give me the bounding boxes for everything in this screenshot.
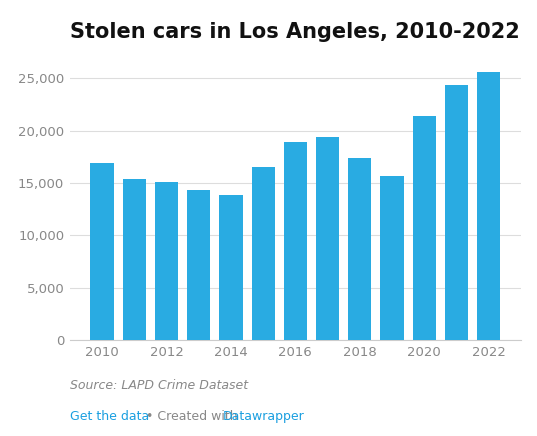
Text: Get the data: Get the data bbox=[70, 410, 149, 423]
Bar bbox=[445, 85, 468, 340]
Bar bbox=[477, 72, 500, 340]
Bar bbox=[187, 191, 211, 340]
Text: • Created with: • Created with bbox=[142, 410, 242, 423]
Bar bbox=[316, 137, 339, 340]
Bar bbox=[251, 167, 275, 340]
Bar bbox=[412, 116, 436, 340]
Bar bbox=[155, 182, 178, 340]
Text: Datawrapper: Datawrapper bbox=[223, 410, 304, 423]
Bar bbox=[90, 163, 114, 340]
Bar bbox=[380, 176, 404, 340]
Bar bbox=[219, 194, 243, 340]
Text: Stolen cars in Los Angeles, 2010-2022: Stolen cars in Los Angeles, 2010-2022 bbox=[70, 22, 520, 42]
Bar bbox=[348, 158, 372, 340]
Bar bbox=[122, 179, 146, 340]
Bar bbox=[284, 142, 307, 340]
Text: Source: LAPD Crime Dataset: Source: LAPD Crime Dataset bbox=[70, 379, 248, 392]
